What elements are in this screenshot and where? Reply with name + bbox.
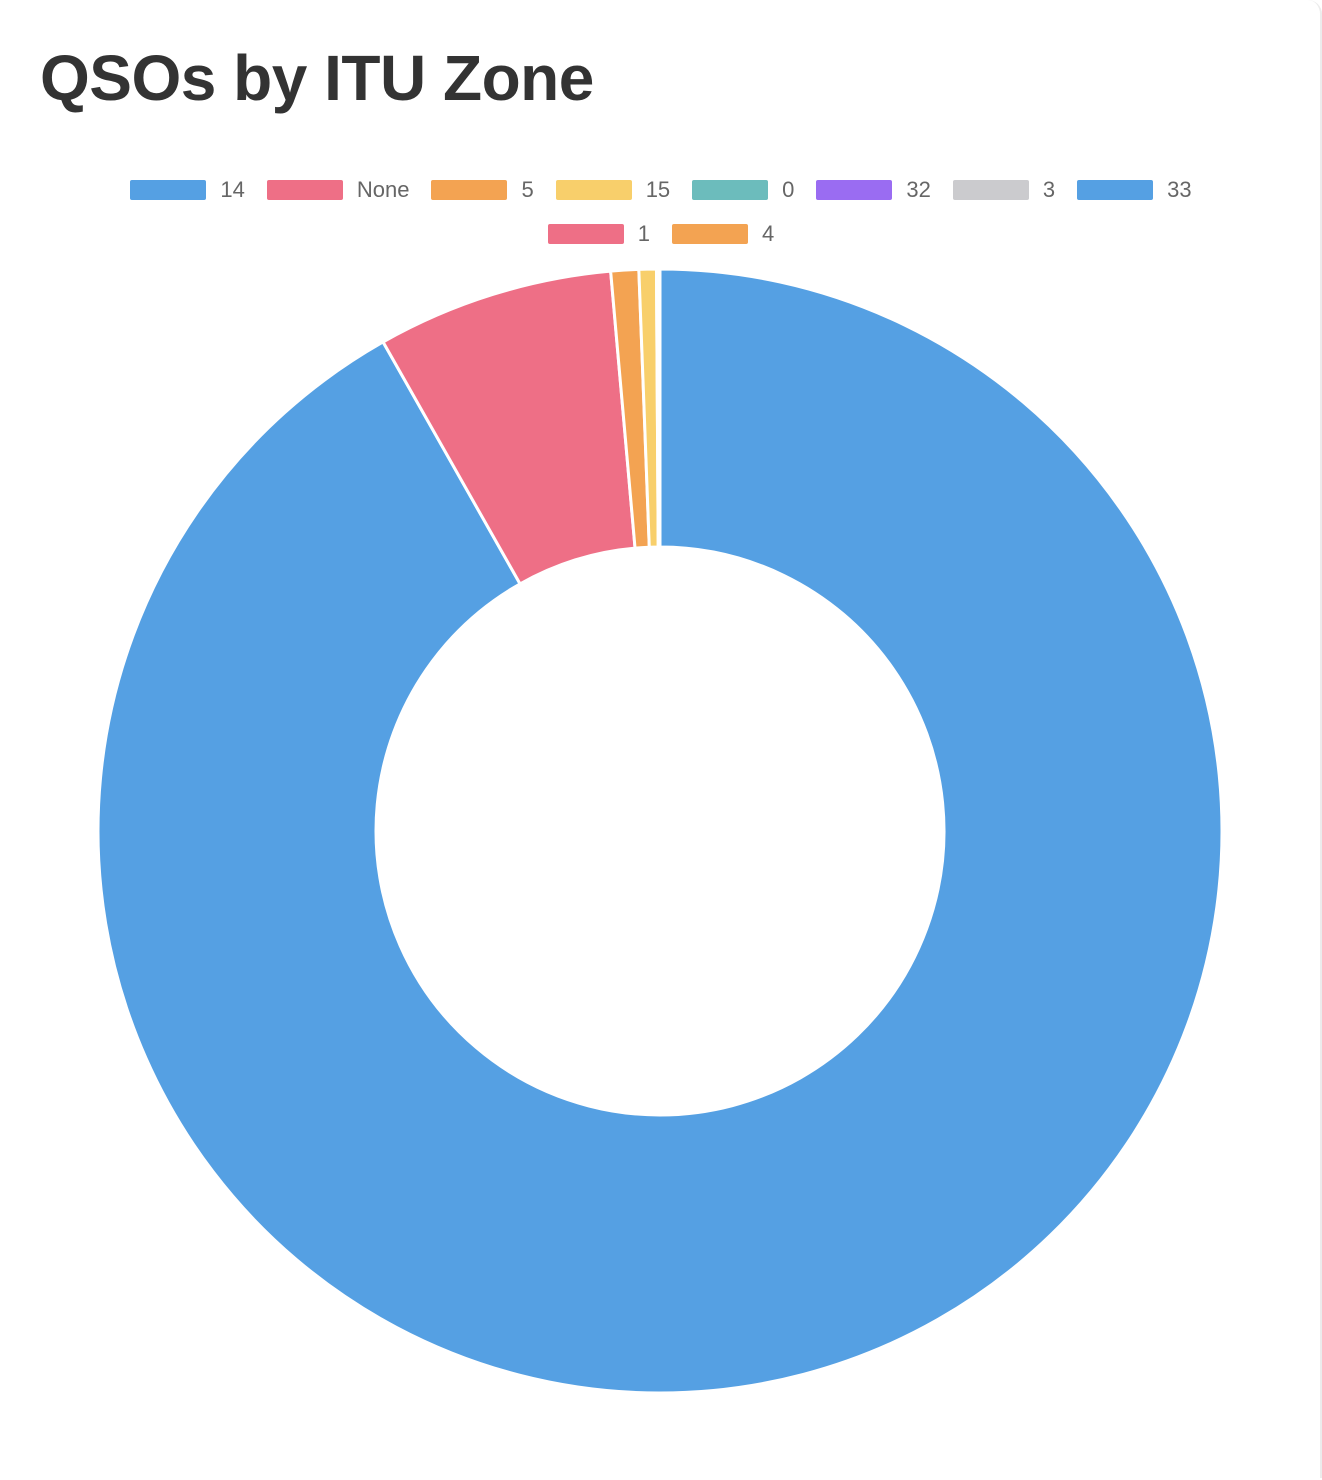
legend-item-1[interactable]: 1 [547,221,650,247]
legend-swatch [555,180,632,200]
legend-label: 15 [645,177,671,202]
legend-swatch [547,224,624,244]
legend-label: 3 [1042,177,1056,202]
legend-swatch [1077,180,1154,200]
legend-label: 4 [762,221,775,246]
legend-swatch [266,180,343,200]
legend-item-15[interactable]: 15 [555,177,671,203]
legend-item-3[interactable]: 3 [952,177,1056,203]
legend-item-5[interactable]: 5 [431,177,534,203]
legend-label: 32 [906,177,931,202]
legend-swatch [431,180,508,200]
legend-swatch [130,180,207,200]
legend-swatch [952,180,1029,200]
legend-item-0[interactable]: 0 [692,177,794,203]
legend-item-14[interactable]: 14 [130,177,245,203]
legend-swatch [816,180,893,200]
legend-item-none[interactable]: None [266,177,410,203]
legend-label: 1 [637,221,650,246]
legend-label: None [356,177,410,202]
doughnut-slice-14[interactable] [96,267,1224,1395]
legend-swatch [692,180,769,200]
legend-item-4[interactable]: 4 [672,221,774,247]
legend-row: 14 None 5 15 0 32 3 33 [0,168,1322,212]
chart-title: QSOs by ITU Zone [40,42,594,114]
legend-label: 14 [220,177,245,202]
legend-label: 33 [1167,177,1192,202]
legend-item-32[interactable]: 32 [816,177,931,203]
legend-label: 5 [521,177,534,202]
legend-swatch [672,224,748,244]
legend-label: 0 [782,177,795,202]
legend-item-33[interactable]: 33 [1077,177,1192,203]
